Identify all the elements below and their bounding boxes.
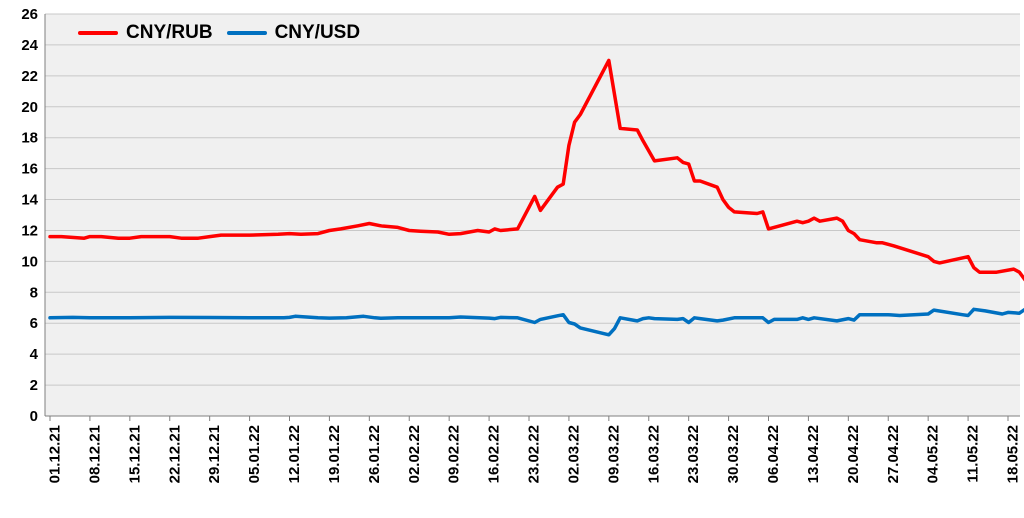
y-tick-label: 0	[30, 408, 38, 425]
y-tick-label: 26	[21, 6, 38, 23]
x-tick-label: 02.02.22	[406, 425, 423, 483]
series-line-cny-usd	[48, 307, 1024, 337]
y-tick-label: 20	[21, 99, 38, 116]
legend-item-cny-usd: CNY/USD	[226, 22, 361, 44]
x-tick-label: 18.05.22	[1005, 425, 1022, 483]
y-tick-label: 14	[21, 192, 38, 209]
x-tick-label: 19.01.22	[326, 425, 343, 483]
y-tick-label: 6	[30, 315, 38, 332]
legend-swatch-cny-usd	[226, 31, 267, 35]
x-tick-label: 06.04.22	[765, 425, 782, 483]
x-tick-label: 05.01.22	[246, 425, 263, 483]
x-tick-label: 30.03.22	[725, 425, 742, 483]
legend-item-cny-rub: CNY/RUB	[78, 22, 213, 44]
legend-label-cny-rub: CNY/RUB	[126, 22, 213, 43]
plot-area	[45, 14, 1020, 416]
x-tick-label: 29.12.21	[206, 425, 223, 483]
legend-label-cny-usd: CNY/USD	[274, 22, 361, 43]
x-tick-label: 13.04.22	[805, 425, 822, 483]
x-tick-label: 09.02.22	[446, 425, 463, 483]
series-line-cny-rub	[48, 58, 1024, 282]
x-tick-label: 23.03.22	[685, 425, 702, 483]
x-tick-label: 15.12.21	[126, 425, 143, 483]
x-tick-label: 26.01.22	[366, 425, 383, 483]
y-tick-label: 10	[21, 253, 38, 270]
y-tick-label: 8	[30, 284, 38, 301]
x-tick-label: 16.03.22	[645, 425, 662, 483]
x-tick-label: 20.04.22	[845, 425, 862, 483]
legend-swatch-cny-rub	[78, 31, 118, 35]
x-tick-label: 09.03.22	[605, 425, 622, 483]
x-tick-label: 01.12.21	[47, 425, 64, 483]
y-tick-label: 22	[21, 68, 38, 85]
x-tick-label: 22.12.21	[166, 425, 183, 483]
x-tick-label: 12.01.22	[286, 425, 303, 483]
y-tick-label: 24	[21, 37, 38, 54]
x-tick-label: 04.05.22	[925, 425, 942, 483]
y-tick-label: 12	[21, 222, 38, 239]
x-tick-label: 23.02.22	[526, 425, 543, 483]
x-tick-label: 16.02.22	[486, 425, 503, 483]
chart-legend: CNY/RUB CNY/USD	[78, 22, 360, 44]
y-tick-label: 16	[21, 161, 38, 178]
y-tick-label: 4	[30, 346, 39, 363]
y-tick-label: 2	[30, 377, 38, 394]
x-tick-label: 08.12.21	[86, 425, 103, 483]
x-tick-label: 27.04.22	[885, 425, 902, 483]
x-tick-label: 02.03.22	[565, 425, 582, 483]
y-tick-label: 18	[21, 130, 38, 147]
x-tick-label: 11.05.22	[965, 425, 982, 483]
